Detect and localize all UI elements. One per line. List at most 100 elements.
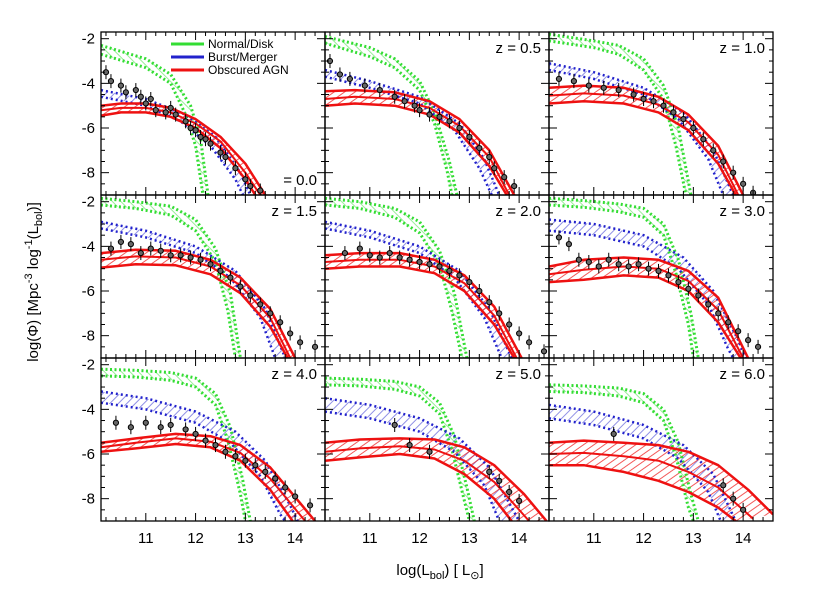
- obscured-agn-middle-line: [101, 437, 306, 521]
- data-point: [391, 417, 398, 432]
- panel-frame: [548, 357, 774, 522]
- data-point: [157, 420, 164, 435]
- data-point: [212, 438, 219, 453]
- data-point: [675, 275, 682, 290]
- y-tick-label: -2: [82, 357, 95, 374]
- data-point: [202, 433, 209, 448]
- redshift-label: = 0.0: [283, 172, 317, 189]
- data-point: [167, 100, 174, 115]
- data-point: [540, 344, 548, 358]
- y-axis-title-main: log(Φ) [Mpc: [25, 283, 42, 362]
- data-point: [157, 243, 164, 258]
- x-tick-label: 13: [685, 530, 702, 547]
- data-point: [446, 114, 453, 129]
- data-point: [336, 67, 344, 82]
- data-point: [720, 154, 727, 169]
- data-point: [137, 89, 144, 104]
- data-point: [237, 279, 244, 294]
- redshift-label: z = 2.0: [496, 203, 541, 220]
- data-point: [252, 458, 259, 473]
- data-point: [391, 89, 398, 104]
- x-axis-title-sun: ⊙: [470, 570, 479, 582]
- panel-2: z = 0.5: [324, 31, 550, 196]
- panel-6: z = 3.0: [548, 194, 774, 359]
- redshift-label: z = 4.0: [272, 366, 317, 383]
- x-axis-title: log(Lbol) [ L⊙]: [396, 562, 483, 582]
- panel-9: 11 12 13 14 z = 6.0: [548, 357, 774, 547]
- obscured-agn-upper-line: [101, 102, 267, 195]
- obscured-agn-lower-line: [325, 265, 516, 358]
- normal-disk-lower-line: [325, 203, 464, 358]
- data-point: [282, 480, 289, 495]
- x-tick-label: 13: [237, 530, 254, 547]
- data-point: [645, 261, 652, 276]
- data-point: [610, 426, 617, 441]
- redshift-label: z = 3.0: [720, 203, 765, 220]
- x-tick-label: 12: [187, 530, 204, 547]
- obscured-agn-upper-line: [549, 256, 750, 358]
- obscured-agn-middle-line: [325, 258, 518, 358]
- data-point: [491, 161, 498, 176]
- data-point: [665, 268, 672, 283]
- panel-grid: -2 -4 -6 -8 = 0.0 z = 0.5 z = 1.0 -2 -4 -6 -8 z = 1…: [82, 31, 774, 547]
- normal-disk-upper-line: [101, 367, 252, 521]
- normal-disk-upper-line: [325, 35, 459, 195]
- data-point: [247, 288, 254, 303]
- data-point: [197, 252, 204, 267]
- x-tick-label: 14: [287, 530, 304, 547]
- obscured-agn-middle-line: [549, 451, 754, 520]
- data-point: [167, 248, 174, 263]
- data-point: [565, 237, 573, 252]
- normal-disk-upper-line: [325, 376, 476, 521]
- data-point: [605, 252, 612, 267]
- data-point: [386, 246, 393, 261]
- data-point: [361, 78, 368, 93]
- data-point: [406, 252, 413, 267]
- data-point: [182, 422, 189, 437]
- data-point: [142, 96, 149, 111]
- y-tick-label: -4: [82, 75, 95, 92]
- data-point: [137, 246, 144, 261]
- data-point: [257, 183, 264, 195]
- data-point: [217, 145, 224, 160]
- data-point: [127, 420, 134, 435]
- x-axis-title-main: log(L: [396, 562, 429, 579]
- burst-merger-upper-line: [101, 390, 299, 521]
- obscured-agn-lower-line: [101, 262, 289, 358]
- data-point: [625, 259, 632, 274]
- data-point: [670, 105, 677, 120]
- panel-7: -2 -4 -6 -8 11 12 13 14 z = 4.0: [82, 357, 326, 547]
- data-point: [650, 94, 657, 109]
- panel-4: -2 -4 -6 -8 z = 1.5: [82, 194, 326, 359]
- data-point: [635, 257, 642, 272]
- data-point: [680, 112, 687, 127]
- data-point: [416, 103, 423, 118]
- data-point: [401, 94, 408, 109]
- data-point: [710, 143, 717, 158]
- data-point: [222, 444, 229, 459]
- normal-disk-lower-line: [101, 203, 237, 358]
- data-point: [705, 297, 712, 312]
- data-point: [615, 257, 622, 272]
- normal-disk-lower-line: [101, 374, 247, 521]
- data-point: [247, 179, 254, 194]
- normal-disk-lower-line: [549, 390, 695, 521]
- obscured-agn-lower-line: [549, 274, 742, 358]
- data-point: [720, 478, 727, 493]
- data-point: [436, 259, 443, 274]
- data-point: [187, 121, 194, 136]
- data-point: [356, 241, 363, 256]
- data-point: [142, 415, 149, 430]
- data-point: [486, 150, 493, 165]
- data-point: [501, 170, 508, 185]
- data-point: [117, 234, 125, 249]
- data-point: [516, 326, 523, 341]
- x-tick-label: 12: [635, 530, 652, 547]
- data-point: [476, 141, 483, 156]
- redshift-label: z = 0.5: [496, 40, 541, 57]
- x-tick-label: 11: [138, 530, 154, 547]
- data-point: [117, 78, 125, 93]
- panel-8: 11 12 13 14 z = 5.0: [324, 357, 550, 547]
- data-point: [177, 248, 184, 263]
